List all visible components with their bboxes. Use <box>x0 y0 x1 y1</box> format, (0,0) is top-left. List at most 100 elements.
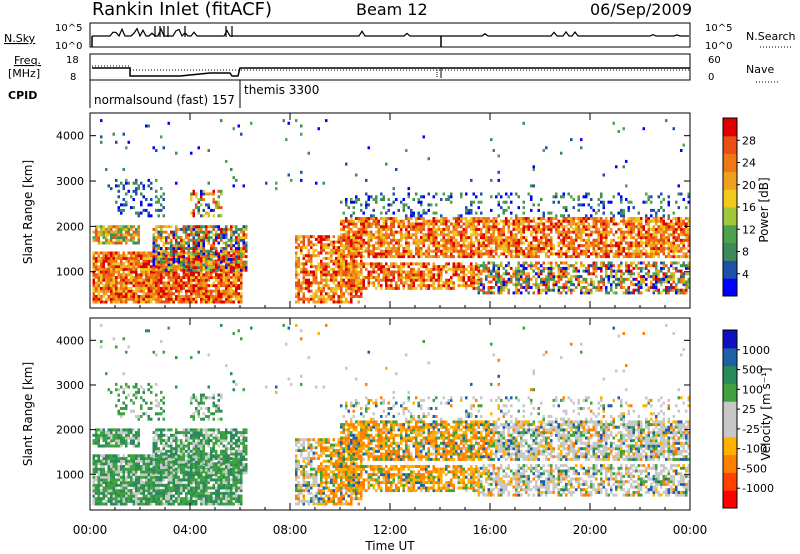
power-cell <box>227 238 230 242</box>
power-cell <box>367 252 370 256</box>
power-cell <box>112 265 115 269</box>
power-cell <box>220 252 223 256</box>
power-cell <box>507 225 510 229</box>
power-cell <box>225 270 228 274</box>
power-cell <box>607 219 610 223</box>
power-cell <box>215 206 218 210</box>
power-cell <box>320 278 323 282</box>
power-cell <box>512 238 515 242</box>
power-cell <box>650 233 653 237</box>
power-cell <box>525 266 528 270</box>
power-cell <box>187 244 190 248</box>
power-cell <box>390 270 393 274</box>
power-cell <box>572 252 575 256</box>
power-cell <box>437 281 440 285</box>
power-cell <box>465 192 468 196</box>
power-cell <box>662 272 665 276</box>
power-cell <box>207 192 210 196</box>
power-cell <box>297 243 300 247</box>
power-cell <box>580 275 583 279</box>
power-cell <box>600 266 603 270</box>
power-cell <box>352 252 355 256</box>
power-cell <box>452 233 455 237</box>
power-cell <box>660 222 663 226</box>
freq-panel: Freq. [MHz] 18 8 60 0 Nave <box>8 53 780 83</box>
power-cell <box>665 288 668 292</box>
power-cell <box>417 211 420 215</box>
power-cell <box>592 266 595 270</box>
power-cell <box>187 260 190 264</box>
power-cell <box>462 227 465 231</box>
power-cell <box>202 295 205 298</box>
power-cell <box>142 278 145 282</box>
power-cell <box>207 225 210 229</box>
power-cell <box>352 240 355 244</box>
power-cell <box>322 286 325 290</box>
power-cell <box>430 222 433 226</box>
power-cell <box>112 230 115 234</box>
power-cell <box>687 249 690 253</box>
power-cell <box>390 286 393 290</box>
power-cell <box>395 255 398 259</box>
power-cell <box>645 236 648 240</box>
power-cell <box>635 255 638 259</box>
power-cell <box>427 225 430 229</box>
power-cell <box>315 248 318 252</box>
power-cell <box>107 230 110 234</box>
power-cell <box>432 262 435 266</box>
power-cell <box>357 248 360 252</box>
power-cell <box>210 284 213 288</box>
power-cell <box>570 275 573 279</box>
power-cell <box>677 217 680 220</box>
power-cell <box>307 256 310 260</box>
power-cell <box>132 259 135 263</box>
power-cell <box>162 225 165 229</box>
power-cell <box>537 249 540 253</box>
power-cell <box>305 278 308 282</box>
power-cell <box>120 181 123 185</box>
power-cell <box>182 286 185 290</box>
power-cell <box>507 288 510 292</box>
power-cell <box>677 261 680 265</box>
power-cell <box>422 276 425 279</box>
power-cell <box>647 219 650 223</box>
power-cell <box>110 254 113 258</box>
power-cell <box>545 283 548 287</box>
power-cell <box>465 273 468 277</box>
power-cell <box>412 233 415 237</box>
power-cell <box>595 252 598 256</box>
power-cell <box>457 276 460 279</box>
power-cell <box>637 227 640 231</box>
power-cell <box>332 246 335 249</box>
power-cell <box>125 297 128 301</box>
power-cell <box>490 241 493 245</box>
power-cell <box>670 255 673 259</box>
power-cell <box>117 289 120 293</box>
power-cell <box>380 267 383 271</box>
power-cell <box>527 225 530 229</box>
power-cell <box>587 227 590 231</box>
power-cell <box>460 278 463 282</box>
power-cell <box>497 233 500 237</box>
power-cell <box>475 211 478 215</box>
power-cell <box>402 281 405 285</box>
power-cell <box>357 276 360 279</box>
power-cell <box>447 255 450 259</box>
power-cell <box>197 255 200 259</box>
power-cell <box>122 278 125 282</box>
power-cell <box>382 278 385 282</box>
power-cell <box>342 225 345 229</box>
power-cell <box>192 284 195 288</box>
power-cell <box>130 195 133 199</box>
power-cell <box>385 247 388 250</box>
power-cell <box>212 189 215 193</box>
power-cell <box>630 247 633 250</box>
power-cell <box>500 238 503 242</box>
power-cell <box>217 255 220 259</box>
power-cell <box>582 269 585 273</box>
power-cell <box>95 256 98 260</box>
power-cell <box>325 292 328 296</box>
nave-tick-top: 60 <box>708 55 721 66</box>
power-cell <box>597 255 600 259</box>
power-cell <box>642 277 645 281</box>
